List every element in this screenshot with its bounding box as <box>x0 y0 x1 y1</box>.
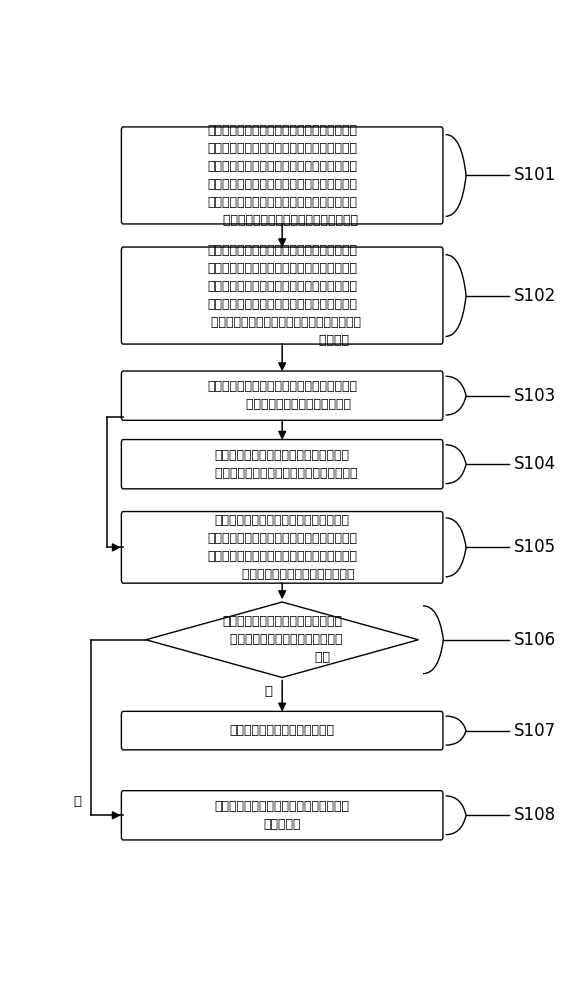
Text: S106: S106 <box>514 631 556 649</box>
Text: S107: S107 <box>514 722 556 740</box>
Text: 检测第一预设时间段内用户对终端设备的操作
行为，并在所述操作行为符合预设的操作规则
的情形下，根据所述终端设备存储的操作记录
判断所述第一预设时间段内用户对终端: 检测第一预设时间段内用户对终端设备的操作 行为，并在所述操作行为符合预设的操作规… <box>207 124 357 227</box>
Text: S104: S104 <box>514 455 556 473</box>
Text: 若获取到所述目标后端接口的权限，则直
  接将所述目标后端接口的权限作为目标权限: 若获取到所述目标后端接口的权限，则直 接将所述目标后端接口的权限作为目标权限 <box>207 449 357 480</box>
Text: 获取所述目标后端接口对应的权限以及所述目
        标身份标识对应的身份描述信息: 获取所述目标后端接口对应的权限以及所述目 标身份标识对应的身份描述信息 <box>207 380 357 411</box>
Text: 在判定所述第一预设时间段内用户对终端设备
的操作行为无异常后，根据所述第一预设时间
段内用户对终端设备的操作行为确定目标后端
接口，并接收用户输入的身份标识以及: 在判定所述第一预设时间段内用户对终端设备 的操作行为无异常后，根据所述第一预设时… <box>203 244 361 347</box>
FancyBboxPatch shape <box>121 791 443 840</box>
Text: S102: S102 <box>514 287 556 305</box>
Text: S108: S108 <box>514 806 556 824</box>
Text: S105: S105 <box>514 538 556 556</box>
Text: S101: S101 <box>514 166 556 184</box>
Text: 是: 是 <box>264 685 272 698</box>
Text: 根据所述接口操作数据对所述目标后端接
口进行调用: 根据所述接口操作数据对所述目标后端接 口进行调用 <box>214 800 350 831</box>
Text: 若未获取到所述目标后端接口对应的权限
，则根据在第三预设时间段内成功调取所述目
标后端接口的用户的身份描述信息，确定所述
        目标后端接口的权限作为: 若未获取到所述目标后端接口对应的权限 ，则根据在第三预设时间段内成功调取所述目 … <box>207 514 357 581</box>
Polygon shape <box>146 602 418 677</box>
Text: S103: S103 <box>514 387 556 405</box>
FancyBboxPatch shape <box>121 247 443 344</box>
FancyBboxPatch shape <box>121 512 443 583</box>
FancyBboxPatch shape <box>121 371 443 420</box>
Text: 判断所述目标用户标识对应的身份描
  述信息中包含的权限是否所述目标
                    权限: 判断所述目标用户标识对应的身份描 述信息中包含的权限是否所述目标 权限 <box>222 615 342 664</box>
FancyBboxPatch shape <box>121 711 443 750</box>
Text: 否: 否 <box>74 795 82 808</box>
FancyBboxPatch shape <box>121 127 443 224</box>
FancyBboxPatch shape <box>121 440 443 489</box>
Text: 判定终端设备出现接口操作异常: 判定终端设备出现接口操作异常 <box>230 724 335 737</box>
